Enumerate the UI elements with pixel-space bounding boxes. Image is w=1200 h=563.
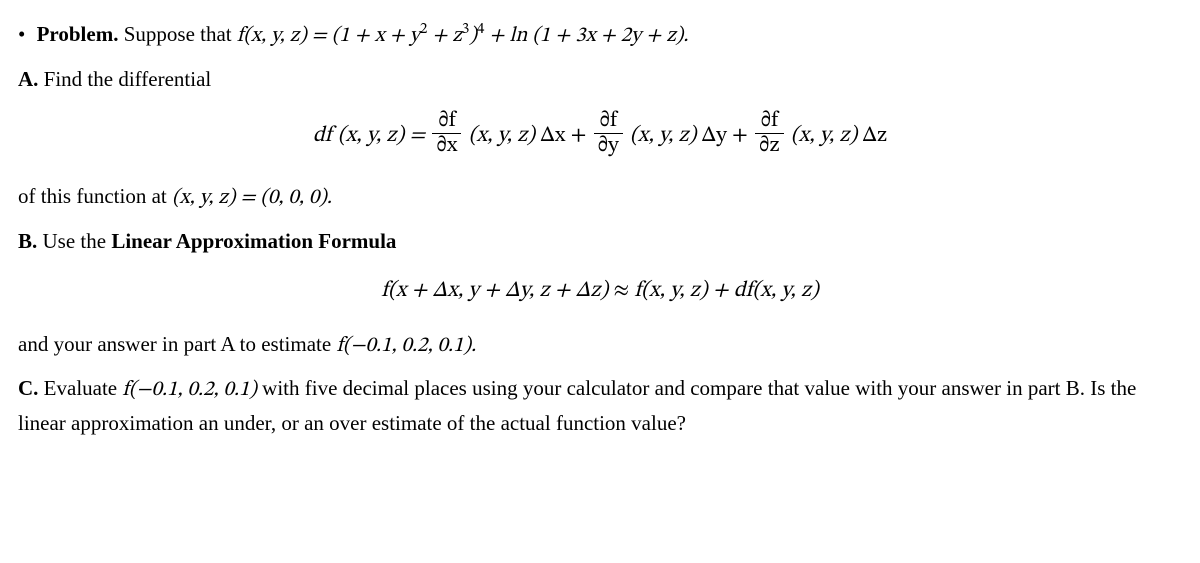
part-c-prefix: Evaluate xyxy=(38,376,122,400)
linapprox-rhs: f(x, y, z) + df(x, y, z) xyxy=(629,280,819,302)
linear-approx-formula: f(x + Δx, y + Δy, z + Δz) ≈ f(x, y, z) +… xyxy=(18,274,1182,308)
differential-formula: df (x, y, z) = ∂f ∂x (x, y, z) Δx + ∂f ∂… xyxy=(18,111,1182,160)
arg-xyz-2: (x, y, z) xyxy=(630,125,696,147)
part-a-eval-point: (x, y, z) = (0, 0, 0). xyxy=(172,187,332,208)
partial-den-y: ∂y xyxy=(594,134,623,158)
document-page: • Problem. Suppose that f(x, y, z) = (1 … xyxy=(0,0,1200,467)
part-b-heading: B. Use the Linear Approximation Formula xyxy=(18,225,1182,258)
part-c-eval-point: f(−0.1, 0.2, 0.1) xyxy=(122,379,257,400)
partial-den-x: ∂x xyxy=(432,134,461,158)
arg-xyz-3: (x, y, z) xyxy=(791,125,857,147)
part-b-label: B. xyxy=(18,229,37,253)
partial-num-y: ∂f xyxy=(594,109,623,134)
delta-z-term: Δz xyxy=(857,125,887,147)
f-def-base: (1 + x + y xyxy=(332,25,420,46)
delta-y-term: Δy + xyxy=(696,125,753,147)
part-b-tail: and your answer in part A to estimate f(… xyxy=(18,328,1182,363)
part-b-prefix: Use the xyxy=(37,229,111,253)
partial-frac-y: ∂f ∂y xyxy=(594,109,623,158)
partial-frac-x: ∂f ∂x xyxy=(432,109,461,158)
problem-text-prefix: Suppose that xyxy=(124,22,237,46)
arg-xyz-1: (x, y, z) xyxy=(469,125,535,147)
plus-z: + z xyxy=(427,25,462,46)
part-b-eval-point: f(−0.1, 0.2, 0.1). xyxy=(336,335,476,356)
plus-ln-term: + ln (1 + 3x + 2y + z). xyxy=(484,25,688,46)
bullet-icon: • xyxy=(18,22,25,46)
approx-symbol: ≈ xyxy=(613,280,629,302)
problem-label: Problem. xyxy=(37,22,119,46)
part-a-text: Find the differential xyxy=(38,67,211,91)
close-paren: ) xyxy=(469,25,477,46)
partial-num-z: ∂f xyxy=(755,109,784,134)
partial-frac-z: ∂f ∂z xyxy=(755,109,784,158)
df-lhs: df (x, y, z) = xyxy=(313,125,430,147)
partial-den-z: ∂z xyxy=(755,134,784,158)
part-c-label: C. xyxy=(18,376,38,400)
part-a-label: A. xyxy=(18,67,38,91)
part-b-tail-prefix: and your answer in part A to estimate xyxy=(18,332,336,356)
problem-intro: • Problem. Suppose that f(x, y, z) = (1 … xyxy=(18,18,1182,53)
partial-num-x: ∂f xyxy=(432,109,461,134)
linear-approx-title: Linear Approximation Formula xyxy=(111,229,396,253)
part-a-heading: A. Find the differential xyxy=(18,63,1182,96)
f-def-lhs: f(x, y, z) = xyxy=(237,25,332,46)
function-definition: f(x, y, z) = (1 + x + y2 + z3)4 + ln (1 … xyxy=(237,25,689,46)
part-c: C. Evaluate f(−0.1, 0.2, 0.1) with five … xyxy=(18,372,1182,439)
delta-x-term: Δx + xyxy=(535,125,592,147)
part-a-tail-prefix: of this function at xyxy=(18,184,172,208)
linapprox-lhs: f(x + Δx, y + Δy, z + Δz) xyxy=(381,280,613,302)
part-a-tail: of this function at (x, y, z) = (0, 0, 0… xyxy=(18,180,1182,215)
